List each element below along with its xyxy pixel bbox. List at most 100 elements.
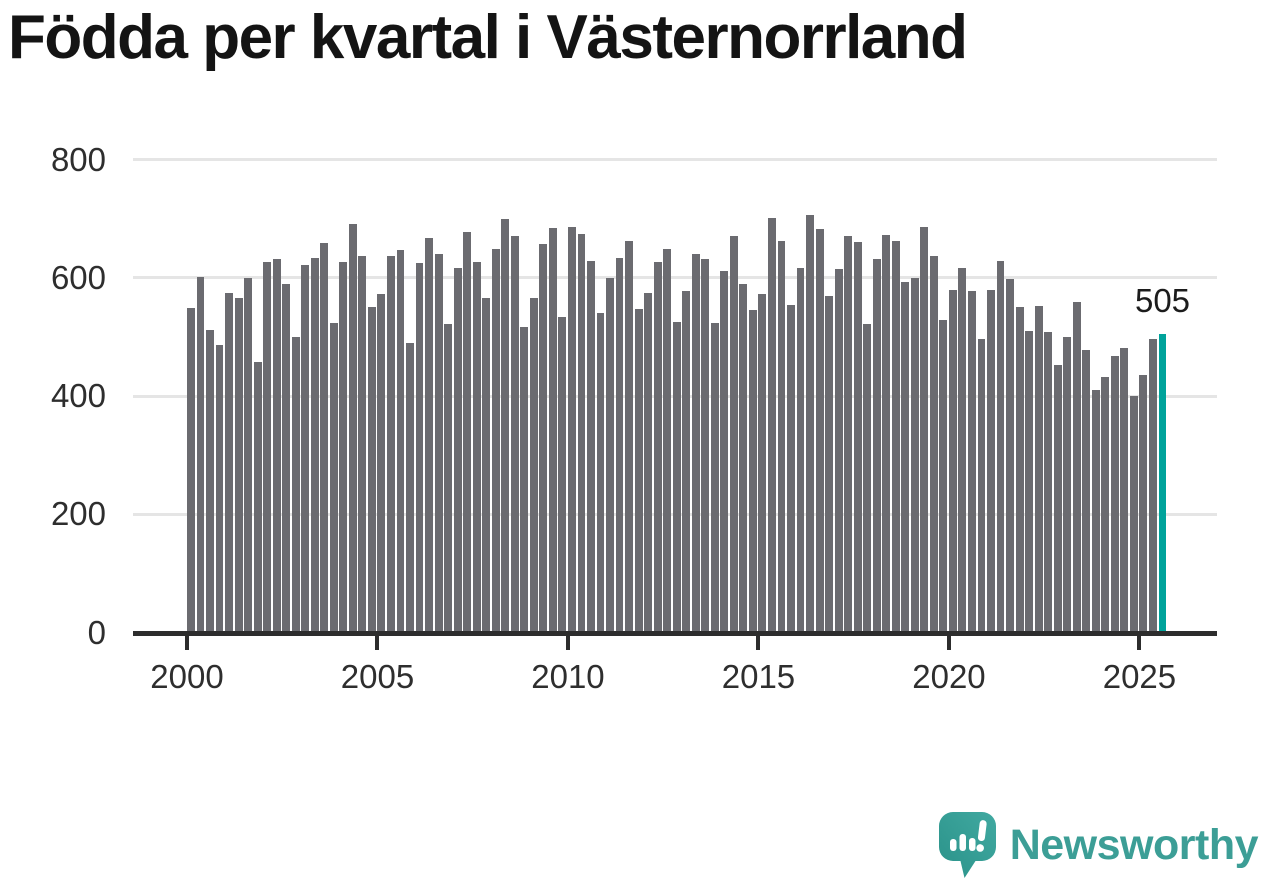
bar bbox=[348, 223, 357, 633]
bar bbox=[825, 296, 834, 633]
x-axis-label: 2020 bbox=[912, 658, 986, 695]
bar bbox=[1044, 331, 1053, 633]
x-axis-tick bbox=[756, 635, 761, 650]
chart-title: Födda per kvartal i Västernorrland bbox=[8, 3, 968, 72]
bar bbox=[1120, 347, 1129, 633]
bar bbox=[1006, 278, 1014, 633]
bar bbox=[282, 283, 291, 633]
bar bbox=[729, 236, 738, 633]
bar bbox=[1015, 306, 1024, 633]
x-axis-label: 2010 bbox=[531, 658, 605, 695]
newsworthy-logo: Newsworthy bbox=[938, 812, 1259, 878]
bar bbox=[872, 258, 881, 633]
bar bbox=[491, 249, 500, 633]
y-axis-label: 200 bbox=[50, 495, 106, 533]
y-grid-line bbox=[133, 276, 1217, 280]
bar bbox=[548, 228, 557, 633]
bar bbox=[968, 290, 976, 633]
bar bbox=[187, 308, 195, 633]
bar bbox=[758, 293, 767, 633]
bar bbox=[358, 256, 367, 633]
bar bbox=[291, 336, 300, 633]
y-axis-label: 0 bbox=[87, 613, 106, 651]
bar bbox=[396, 249, 405, 633]
bar bbox=[225, 293, 233, 633]
x-axis-tick bbox=[1137, 635, 1142, 650]
y-axis-label: 600 bbox=[50, 258, 106, 296]
bar bbox=[567, 226, 576, 633]
bar bbox=[767, 218, 776, 633]
bar bbox=[529, 298, 538, 633]
bar bbox=[634, 309, 643, 633]
x-axis-tick bbox=[185, 635, 189, 650]
bar bbox=[1148, 338, 1157, 633]
bar bbox=[863, 323, 872, 633]
bar bbox=[882, 235, 891, 633]
bar bbox=[367, 306, 376, 633]
newsworthy-wordmark: Newsworthy bbox=[1009, 821, 1259, 869]
x-axis-tick bbox=[946, 635, 951, 650]
newsworthy-speech-bubble-bar-chart-icon bbox=[938, 812, 996, 878]
bar bbox=[1101, 377, 1110, 633]
bar bbox=[215, 345, 224, 633]
bar bbox=[815, 229, 824, 633]
bar bbox=[739, 283, 748, 633]
bar bbox=[834, 268, 843, 633]
bar bbox=[948, 290, 957, 633]
bar bbox=[234, 297, 243, 633]
bar bbox=[1034, 305, 1043, 633]
bar bbox=[263, 261, 272, 633]
bar bbox=[329, 322, 338, 633]
bar bbox=[406, 342, 414, 633]
x-axis-label: 2015 bbox=[721, 658, 796, 695]
bar bbox=[1025, 330, 1034, 633]
highlighted-bar bbox=[1158, 333, 1167, 633]
bar bbox=[596, 312, 605, 633]
bar bbox=[377, 293, 386, 633]
bar bbox=[1110, 356, 1119, 633]
bar bbox=[463, 232, 472, 633]
bar bbox=[901, 281, 910, 633]
bar bbox=[253, 361, 262, 633]
bar bbox=[701, 258, 710, 633]
bar bbox=[1082, 349, 1091, 633]
bar bbox=[796, 268, 805, 633]
bar bbox=[920, 226, 929, 633]
bar bbox=[339, 262, 348, 633]
x-axis-line bbox=[133, 630, 1217, 636]
bar bbox=[710, 323, 719, 633]
x-axis-tick bbox=[375, 635, 380, 650]
bar bbox=[977, 339, 986, 633]
bar bbox=[787, 304, 795, 633]
bar bbox=[587, 260, 595, 633]
bar bbox=[691, 254, 700, 633]
bar bbox=[748, 310, 757, 633]
bar bbox=[387, 255, 395, 633]
bar bbox=[196, 276, 205, 633]
bar bbox=[310, 258, 319, 633]
bar bbox=[806, 215, 814, 633]
bar bbox=[615, 257, 624, 633]
bar bbox=[996, 260, 1005, 633]
bar bbox=[539, 244, 548, 633]
bar bbox=[1091, 390, 1100, 633]
bar bbox=[777, 241, 786, 633]
bar bbox=[672, 321, 681, 633]
bar bbox=[663, 248, 672, 633]
bar bbox=[1072, 301, 1081, 633]
bar bbox=[910, 277, 919, 633]
bar bbox=[434, 253, 443, 633]
bar bbox=[301, 265, 310, 633]
bar bbox=[444, 323, 453, 633]
bar bbox=[206, 329, 214, 633]
bar bbox=[1139, 374, 1148, 633]
bar bbox=[1129, 396, 1138, 633]
bar bbox=[625, 240, 634, 633]
bar bbox=[272, 259, 281, 633]
y-grid-line bbox=[133, 158, 1217, 161]
bar bbox=[939, 320, 948, 633]
bar bbox=[853, 242, 862, 633]
bar bbox=[1053, 365, 1062, 633]
bar bbox=[891, 240, 900, 633]
